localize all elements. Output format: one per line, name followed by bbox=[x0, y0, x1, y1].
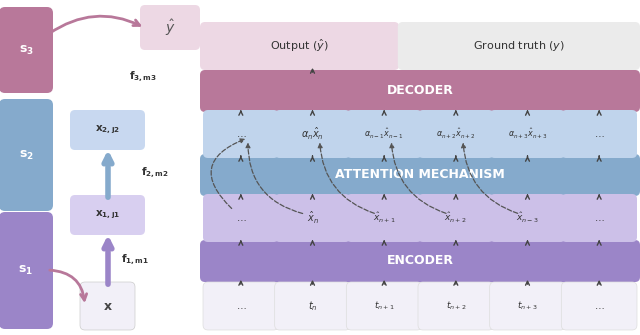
Text: $t_{n+1}$: $t_{n+1}$ bbox=[374, 300, 394, 312]
FancyBboxPatch shape bbox=[203, 194, 278, 242]
FancyBboxPatch shape bbox=[275, 110, 350, 158]
FancyArrowPatch shape bbox=[461, 144, 518, 213]
Text: $\hat{x}_{n-3}$: $\hat{x}_{n-3}$ bbox=[516, 211, 539, 225]
Text: $\hat{x}_n$: $\hat{x}_n$ bbox=[307, 210, 319, 226]
Text: $\mathbf{s_2}$: $\mathbf{s_2}$ bbox=[19, 148, 33, 161]
FancyArrowPatch shape bbox=[318, 144, 374, 213]
Text: $\ldots$: $\ldots$ bbox=[594, 129, 604, 139]
Text: $t_n$: $t_n$ bbox=[308, 299, 317, 313]
FancyBboxPatch shape bbox=[0, 7, 53, 93]
Text: $t_{n+3}$: $t_{n+3}$ bbox=[517, 300, 538, 312]
Text: $\alpha_{n+3}\hat{x}_{n+3}$: $\alpha_{n+3}\hat{x}_{n+3}$ bbox=[508, 127, 547, 141]
Text: $\alpha_n\hat{x}_n$: $\alpha_n\hat{x}_n$ bbox=[301, 126, 324, 142]
FancyArrowPatch shape bbox=[50, 270, 86, 300]
FancyBboxPatch shape bbox=[561, 194, 637, 242]
FancyBboxPatch shape bbox=[140, 5, 200, 50]
FancyBboxPatch shape bbox=[0, 99, 53, 211]
Text: $\ldots$: $\ldots$ bbox=[236, 301, 246, 311]
Text: $\mathbf{x_{2,j2}}$: $\mathbf{x_{2,j2}}$ bbox=[95, 124, 120, 136]
FancyBboxPatch shape bbox=[490, 194, 565, 242]
Text: $t_{n+2}$: $t_{n+2}$ bbox=[445, 300, 466, 312]
FancyBboxPatch shape bbox=[490, 282, 565, 330]
FancyBboxPatch shape bbox=[200, 240, 640, 282]
Text: $\ldots$: $\ldots$ bbox=[594, 213, 604, 223]
FancyBboxPatch shape bbox=[561, 110, 637, 158]
Text: $\mathbf{f_{3,m3}}$: $\mathbf{f_{3,m3}}$ bbox=[129, 70, 157, 84]
FancyBboxPatch shape bbox=[203, 110, 278, 158]
FancyBboxPatch shape bbox=[490, 110, 565, 158]
Text: $\mathbf{f_{1,m1}}$: $\mathbf{f_{1,m1}}$ bbox=[121, 253, 149, 267]
Text: $\mathbf{f_{2,m2}}$: $\mathbf{f_{2,m2}}$ bbox=[141, 166, 169, 180]
Text: $\hat{x}_{n+2}$: $\hat{x}_{n+2}$ bbox=[444, 211, 467, 225]
FancyArrowPatch shape bbox=[49, 16, 140, 34]
FancyBboxPatch shape bbox=[418, 110, 493, 158]
FancyBboxPatch shape bbox=[275, 194, 350, 242]
FancyBboxPatch shape bbox=[418, 194, 493, 242]
Text: DECODER: DECODER bbox=[387, 84, 453, 97]
Text: $\ldots$: $\ldots$ bbox=[236, 129, 246, 139]
Text: ATTENTION MECHANISM: ATTENTION MECHANISM bbox=[335, 169, 505, 182]
FancyBboxPatch shape bbox=[200, 154, 640, 196]
FancyArrowPatch shape bbox=[390, 144, 446, 213]
FancyArrowPatch shape bbox=[211, 139, 244, 208]
FancyBboxPatch shape bbox=[70, 195, 145, 235]
FancyBboxPatch shape bbox=[80, 282, 135, 330]
FancyBboxPatch shape bbox=[346, 282, 422, 330]
Text: Output $(\hat{y})$: Output $(\hat{y})$ bbox=[270, 38, 329, 54]
FancyBboxPatch shape bbox=[275, 282, 350, 330]
Text: $\ldots$: $\ldots$ bbox=[594, 301, 604, 311]
Text: Ground truth $(y)$: Ground truth $(y)$ bbox=[473, 39, 565, 53]
FancyArrowPatch shape bbox=[246, 144, 303, 213]
Text: $\mathbf{s_3}$: $\mathbf{s_3}$ bbox=[19, 44, 33, 57]
Text: $\hat{y}$: $\hat{y}$ bbox=[164, 17, 175, 38]
Text: $\alpha_{n+2}\hat{x}_{n+2}$: $\alpha_{n+2}\hat{x}_{n+2}$ bbox=[436, 127, 476, 141]
Text: $\mathbf{s_1}$: $\mathbf{s_1}$ bbox=[19, 264, 33, 277]
FancyBboxPatch shape bbox=[418, 282, 493, 330]
FancyBboxPatch shape bbox=[203, 282, 278, 330]
FancyBboxPatch shape bbox=[0, 212, 53, 329]
Text: $\ldots$: $\ldots$ bbox=[236, 213, 246, 223]
Text: $\hat{x}_{n+1}$: $\hat{x}_{n+1}$ bbox=[372, 211, 396, 225]
FancyBboxPatch shape bbox=[70, 110, 145, 150]
FancyBboxPatch shape bbox=[346, 110, 422, 158]
FancyBboxPatch shape bbox=[561, 282, 637, 330]
FancyBboxPatch shape bbox=[398, 22, 640, 70]
FancyBboxPatch shape bbox=[346, 194, 422, 242]
Text: ENCODER: ENCODER bbox=[387, 255, 454, 268]
Text: $\mathbf{x}$: $\mathbf{x}$ bbox=[102, 299, 113, 313]
FancyBboxPatch shape bbox=[200, 22, 399, 70]
Text: $\mathbf{x_{1,j1}}$: $\mathbf{x_{1,j1}}$ bbox=[95, 209, 120, 221]
FancyBboxPatch shape bbox=[200, 70, 640, 112]
Text: $\alpha_{n-1}\hat{x}_{n-1}$: $\alpha_{n-1}\hat{x}_{n-1}$ bbox=[364, 127, 404, 141]
